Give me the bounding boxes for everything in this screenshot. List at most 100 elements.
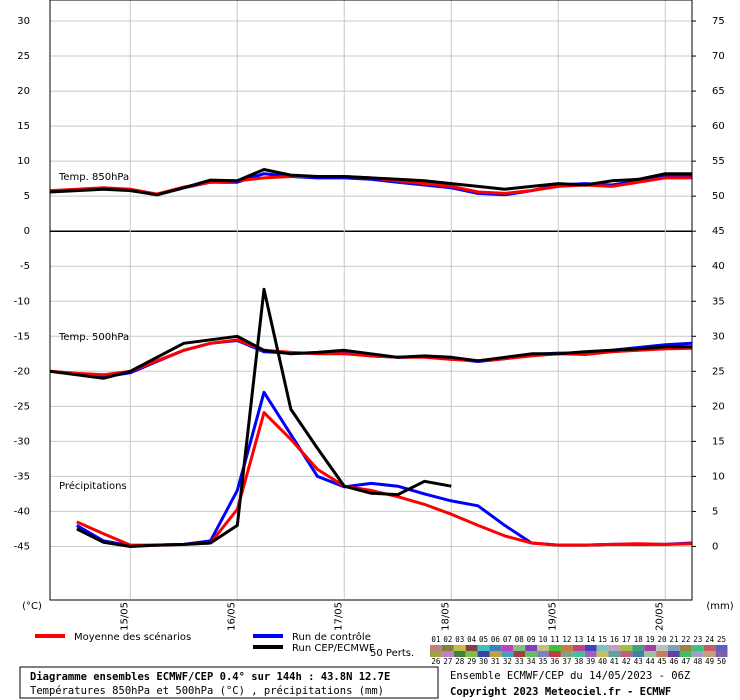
perturbation-number: 05 <box>479 635 488 644</box>
perturbation-number: 12 <box>562 635 571 644</box>
perturbation-swatch <box>572 645 585 651</box>
perturbation-number: 45 <box>658 657 667 666</box>
perturbation-swatch <box>572 651 585 657</box>
perturbation-swatch <box>501 651 514 657</box>
y-tick-label: 15 <box>17 121 30 132</box>
perturbation-swatch <box>620 651 633 657</box>
y-tick-label: -25 <box>14 401 30 412</box>
perturbation-swatch <box>453 651 466 657</box>
perturbation-number: 38 <box>574 657 584 666</box>
y2-tick-label: 5 <box>712 506 718 517</box>
perturbation-swatch <box>525 645 538 651</box>
y2-tick-label: 15 <box>712 436 725 447</box>
perturbation-swatch <box>679 651 692 657</box>
perturbation-swatch <box>489 645 502 651</box>
series-line <box>49 168 692 197</box>
perturbation-swatch <box>656 645 668 651</box>
perturbation-swatch <box>465 651 478 657</box>
x-tick-label: 20/05 <box>654 602 665 631</box>
perturbation-number: 01 <box>431 635 440 644</box>
perturbation-swatch <box>656 651 668 657</box>
y-tick-label: 20 <box>17 86 30 97</box>
y2-tick-label: 50 <box>712 191 725 202</box>
footer-box <box>19 666 439 699</box>
perturbation-number: 10 <box>539 635 549 644</box>
x-tick-label: 16/05 <box>226 602 237 631</box>
perturbation-swatch <box>513 651 526 657</box>
plot-frame <box>49 0 693 601</box>
perturbation-number: 17 <box>622 635 631 644</box>
y2-tick-label: 0 <box>712 541 718 552</box>
perturbation-number: 04 <box>467 635 477 644</box>
y-tick-label: -30 <box>14 436 30 447</box>
perturbation-number: 14 <box>586 635 596 644</box>
perturbation-number: 31 <box>491 657 500 666</box>
perturbation-swatch <box>537 645 549 651</box>
panel-label: Précipitations <box>59 480 127 492</box>
perturbation-number: 24 <box>705 635 715 644</box>
perturbation-number: 39 <box>586 657 595 666</box>
perturbation-number: 08 <box>515 635 525 644</box>
footer-copyright: Copyright 2023 Meteociel.fr - ECMWF <box>450 686 671 698</box>
perturbation-number: 44 <box>646 657 656 666</box>
perturbation-swatch <box>430 645 442 651</box>
y-axis-label: (°C) <box>22 601 42 612</box>
perturbation-number: 41 <box>610 657 619 666</box>
y-tick-label: -5 <box>20 261 30 272</box>
perturbation-swatch <box>679 645 692 651</box>
perturbation-swatch <box>441 645 454 651</box>
series-line <box>49 334 692 380</box>
y-tick-label: -40 <box>14 506 30 517</box>
perturbation-swatch <box>632 645 645 651</box>
perturbation-number: 16 <box>610 635 620 644</box>
perturbation-swatch <box>537 651 549 657</box>
perturbation-swatch <box>691 645 704 651</box>
perturbation-number: 28 <box>455 657 465 666</box>
perturbation-number: 29 <box>467 657 476 666</box>
series-line <box>76 287 452 548</box>
perturbation-number: 23 <box>693 635 702 644</box>
y-tick-label: -20 <box>14 366 30 377</box>
perturbation-number: 07 <box>503 635 512 644</box>
lines <box>49 168 693 548</box>
perturbation-number: 13 <box>574 635 583 644</box>
perturbation-number: 09 <box>527 635 536 644</box>
legend: Moyenne des scénarios Run de contrôle Ru… <box>35 631 414 659</box>
perturbation-swatch <box>453 645 466 651</box>
perturbation-number: 11 <box>550 635 559 644</box>
perturbation-number: 20 <box>658 635 668 644</box>
y-tick-label: 0 <box>24 226 30 237</box>
perturbation-swatch <box>477 651 490 657</box>
panel-label: Temp. 850hPa <box>58 172 129 183</box>
perturbation-swatch <box>560 651 573 657</box>
perturbation-swatch <box>668 645 680 651</box>
y-tick-label: 10 <box>17 156 30 167</box>
series-line <box>49 338 693 377</box>
perturbation-number: 33 <box>515 657 524 666</box>
perturbation-swatch <box>549 651 561 657</box>
y2-tick-label: 45 <box>712 226 725 237</box>
y-tick-label: -45 <box>14 541 30 552</box>
perturbation-number: 26 <box>431 657 441 666</box>
footer-subtitle: Températures 850hPa et 500hPa (°C) , pré… <box>30 685 384 697</box>
perturbation-swatch <box>608 645 621 651</box>
y-tick-label: 25 <box>17 51 30 62</box>
perturbation-number: 49 <box>705 657 714 666</box>
perturbation-swatch <box>584 645 597 651</box>
perturbation-swatch <box>644 651 657 657</box>
y2-tick-label: 30 <box>712 331 725 342</box>
perturbation-swatch <box>620 645 633 651</box>
perturbation-number: 35 <box>539 657 548 666</box>
perturbation-swatch <box>513 645 526 651</box>
perturbation-swatch <box>644 645 657 651</box>
perturbation-swatch <box>715 651 728 657</box>
y-tick-label: -10 <box>14 296 30 307</box>
perturbation-number: 34 <box>527 657 537 666</box>
perturbation-swatch <box>608 651 621 657</box>
legend-label: Run de contrôle <box>292 631 371 643</box>
perturbation-number: 27 <box>443 657 452 666</box>
footer-title: Diagramme ensembles ECMWF/CEP 0.4° sur 1… <box>30 671 390 683</box>
y-tick-label: -35 <box>14 471 30 482</box>
x-tick-label: 17/05 <box>333 602 344 631</box>
